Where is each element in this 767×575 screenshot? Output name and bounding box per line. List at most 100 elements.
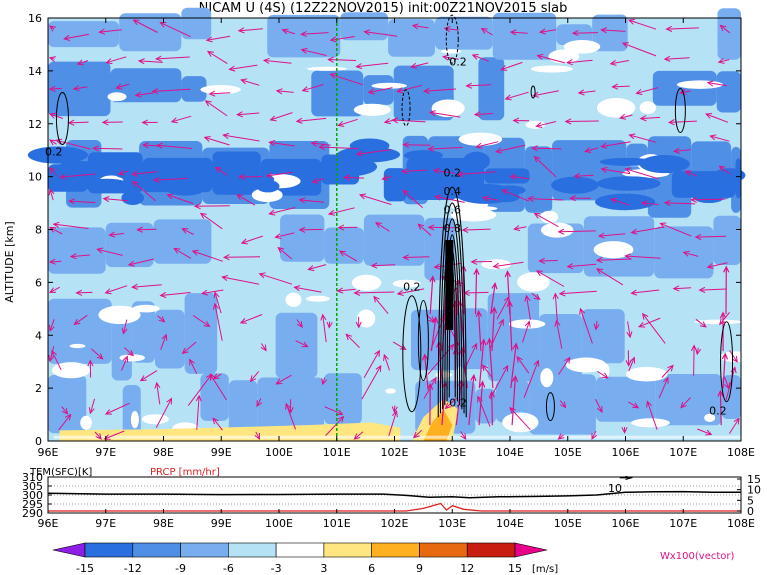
wind-vector bbox=[117, 169, 129, 176]
wind-vector bbox=[108, 231, 125, 238]
wind-vector bbox=[209, 373, 227, 401]
temperature-line bbox=[47, 490, 741, 499]
wind-vector bbox=[236, 194, 256, 206]
wind-vector bbox=[471, 54, 489, 62]
wind-vector bbox=[522, 320, 531, 343]
shade-band bbox=[363, 214, 425, 266]
shade-near-zero bbox=[357, 309, 376, 328]
wind-vector bbox=[358, 193, 392, 205]
wind-vector bbox=[310, 140, 331, 147]
wind-vector bbox=[370, 262, 396, 269]
wind-vector bbox=[301, 84, 324, 93]
x-tick-label: 100E bbox=[265, 517, 293, 530]
shade-band bbox=[119, 13, 182, 52]
shade-core bbox=[220, 171, 275, 188]
wind-vector bbox=[127, 258, 155, 267]
shade-band bbox=[484, 168, 530, 184]
wind-vector bbox=[324, 406, 344, 416]
shade-near-zero bbox=[540, 210, 559, 224]
x-tick-label: 96E bbox=[38, 446, 59, 459]
shade-near-zero bbox=[704, 413, 716, 422]
wind-vector bbox=[160, 333, 168, 350]
shade-band bbox=[716, 71, 741, 113]
colorbar-swatch bbox=[132, 542, 181, 558]
wind-vector bbox=[697, 428, 713, 436]
shade-core bbox=[694, 194, 723, 204]
wind-vector bbox=[136, 226, 157, 233]
wind-vector bbox=[154, 381, 161, 405]
wind-vector bbox=[591, 430, 598, 441]
x-tick-label: 101E bbox=[323, 446, 351, 459]
contour-label: 0.2 bbox=[449, 56, 467, 69]
wind-vector bbox=[444, 397, 458, 410]
wind-vector bbox=[516, 355, 530, 374]
shade-core bbox=[74, 161, 114, 171]
y-tick-label: 4 bbox=[35, 329, 42, 342]
cross-section-plot: 0.2 0.2 0.2 0.4 0.6 0.8 0.2 0.2 0.2 96E 97E 98E 99E… bbox=[3, 7, 755, 459]
wind-vector bbox=[353, 289, 395, 296]
wind-vector bbox=[208, 90, 231, 97]
wind-vector bbox=[628, 356, 636, 372]
wind-vector bbox=[628, 401, 640, 409]
wind-vector bbox=[355, 149, 391, 157]
wind-vector bbox=[258, 272, 293, 285]
wind-vector bbox=[611, 83, 630, 90]
wind-vector bbox=[381, 174, 392, 181]
wind-vector bbox=[658, 376, 669, 399]
wind-vector bbox=[429, 275, 436, 315]
wind-vector bbox=[690, 196, 725, 203]
wind-vector bbox=[535, 270, 565, 287]
wind-vector bbox=[442, 54, 459, 61]
shade-near-zero bbox=[540, 222, 574, 238]
shade-near-zero bbox=[285, 292, 302, 307]
wind-vector bbox=[626, 321, 633, 339]
wind-vector bbox=[285, 402, 297, 430]
wind-vector bbox=[236, 111, 260, 118]
wind-vector bbox=[151, 88, 191, 95]
contour-label: 0.4 bbox=[444, 185, 462, 198]
wind-vector bbox=[695, 318, 707, 328]
wind-vector bbox=[214, 166, 228, 176]
wind-vector bbox=[706, 262, 728, 269]
wind-vector bbox=[509, 29, 528, 36]
shade-near-zero bbox=[530, 65, 574, 73]
wind-vector bbox=[238, 173, 263, 180]
wind-vector bbox=[239, 314, 263, 324]
shade-band bbox=[324, 227, 364, 264]
wind-vector bbox=[265, 171, 293, 179]
wind-vector bbox=[402, 254, 430, 261]
colorbar-end-neg bbox=[52, 542, 86, 558]
wind-vector bbox=[275, 88, 294, 95]
wind-vector bbox=[480, 28, 493, 36]
right-tick-label: 10 bbox=[747, 484, 761, 497]
wind-vector bbox=[532, 90, 559, 98]
colorbar-swatch bbox=[419, 542, 468, 558]
wind-vector bbox=[663, 55, 690, 62]
wind-vector bbox=[566, 59, 593, 66]
shade-band bbox=[280, 214, 325, 262]
right-tick-label: 15 bbox=[747, 473, 761, 486]
wind-vector bbox=[524, 294, 531, 320]
shade-near-zero bbox=[440, 49, 462, 54]
wind-vector bbox=[460, 431, 467, 440]
shade-band bbox=[275, 312, 318, 378]
wind-vector bbox=[157, 315, 166, 323]
wind-vector bbox=[531, 145, 562, 152]
wind-vector bbox=[659, 222, 692, 237]
wind-vector bbox=[159, 291, 191, 299]
wind-vector bbox=[170, 115, 192, 124]
wind-vector bbox=[482, 195, 499, 202]
shade-core bbox=[349, 138, 390, 154]
contour-line bbox=[530, 85, 536, 99]
wind-vector bbox=[402, 141, 431, 148]
wind-vector bbox=[728, 417, 740, 434]
wind-vector bbox=[535, 121, 557, 128]
shade-core bbox=[713, 168, 746, 183]
wind-vector bbox=[642, 312, 666, 344]
wind-vector bbox=[694, 233, 727, 240]
wind-vector bbox=[121, 355, 129, 371]
wind-vector bbox=[96, 247, 123, 256]
wind-vector bbox=[132, 19, 158, 33]
shade-near-zero bbox=[251, 187, 283, 203]
colorbar-tick-label: -6 bbox=[223, 562, 234, 575]
